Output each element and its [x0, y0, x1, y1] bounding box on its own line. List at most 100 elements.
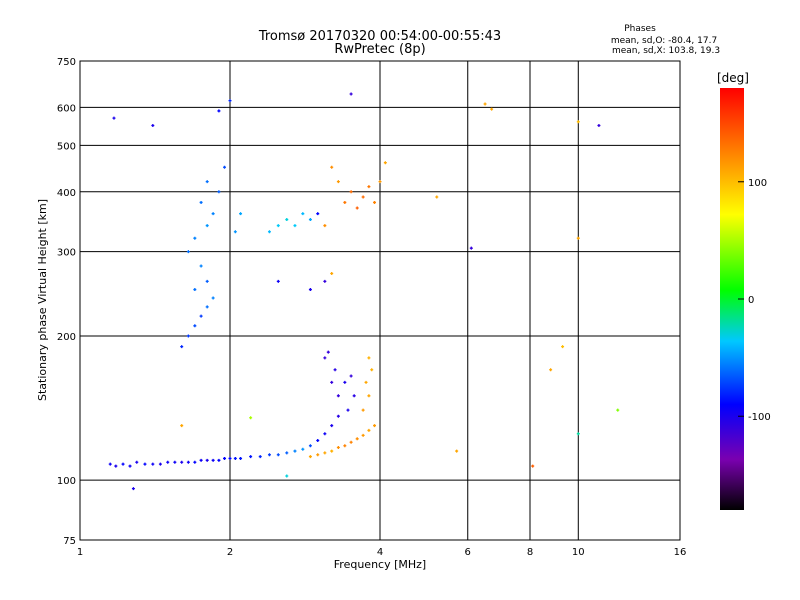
- data-point: [455, 449, 459, 453]
- data-point: [258, 455, 262, 459]
- colorbar-ticks: -100 0 100: [738, 178, 771, 423]
- data-point: [383, 161, 387, 165]
- data-point: [276, 453, 280, 457]
- data-point: [343, 444, 347, 448]
- data-point: [316, 439, 320, 442]
- data-point: [346, 408, 350, 412]
- data-point: [211, 296, 215, 300]
- data-point: [267, 453, 271, 457]
- data-point: [233, 456, 237, 460]
- data-point: [323, 224, 327, 228]
- data-point: [193, 324, 197, 328]
- data-point: [135, 460, 139, 464]
- data-point: [373, 424, 377, 428]
- chart-subtitle: RwPretec (8p): [334, 42, 425, 57]
- data-point: [131, 487, 135, 491]
- tick-layer: 1 2 4 6 8 10 16 75 100 200 300 400 500 600 750: [57, 57, 686, 558]
- y-tick-label: 100: [57, 476, 76, 487]
- data-point: [158, 462, 162, 466]
- data-point: [217, 109, 221, 113]
- data-point: [352, 394, 356, 398]
- y-tick-label: 75: [63, 536, 76, 547]
- data-point: [211, 212, 215, 216]
- colorbar-tick-label: 100: [748, 178, 767, 189]
- y-axis-label: Stationary phase Virtual Height [km]: [36, 199, 49, 401]
- data-point: [211, 458, 215, 462]
- data-points: [108, 92, 620, 491]
- data-point: [336, 394, 340, 398]
- data-point: [469, 246, 473, 250]
- y-tick-label: 600: [57, 103, 76, 114]
- data-point: [616, 408, 620, 412]
- data-point: [323, 432, 327, 436]
- data-point: [223, 456, 227, 460]
- data-point: [330, 424, 334, 428]
- data-point: [378, 180, 382, 184]
- data-point: [293, 449, 297, 453]
- x-tick-label: 2: [227, 547, 233, 558]
- plot-frame: [79, 60, 681, 541]
- data-point: [326, 350, 330, 354]
- data-point: [343, 200, 347, 204]
- data-point: [367, 394, 371, 398]
- chart-title: Tromsø 20170320 00:54:00-00:55:43: [258, 29, 501, 44]
- data-point: [193, 236, 197, 240]
- data-point: [199, 314, 203, 318]
- data-point: [121, 462, 125, 466]
- data-point: [333, 368, 337, 372]
- data-point: [223, 165, 227, 169]
- grid-layer: [80, 61, 680, 540]
- y-tick-label: 400: [57, 188, 76, 199]
- data-point: [308, 444, 312, 448]
- data-point: [233, 230, 237, 234]
- x-tick-label: 6: [465, 547, 471, 558]
- data-point: [367, 356, 371, 360]
- y-tick-label: 750: [57, 57, 76, 68]
- data-point: [323, 451, 327, 455]
- data-point: [301, 447, 305, 451]
- data-point: [151, 124, 155, 128]
- data-point: [114, 464, 118, 468]
- data-point: [199, 200, 203, 204]
- phase-info-line1: mean, sd,O: -80.4, 17.7: [611, 36, 717, 46]
- data-point: [267, 230, 271, 234]
- data-point: [205, 458, 209, 462]
- data-point: [228, 456, 232, 460]
- data-point: [435, 195, 439, 199]
- data-point: [336, 180, 340, 184]
- data-point: [531, 464, 535, 468]
- colorbar-tick-label: -100: [748, 412, 771, 423]
- data-point: [205, 180, 209, 184]
- phase-info-title: Phases: [624, 24, 656, 34]
- data-point: [285, 451, 289, 455]
- data-point: [330, 165, 334, 169]
- data-point: [355, 206, 359, 210]
- data-point: [336, 414, 340, 418]
- data-point: [186, 250, 190, 254]
- data-point: [249, 455, 253, 459]
- data-point: [373, 200, 377, 204]
- data-point: [276, 279, 280, 283]
- data-point: [316, 212, 320, 216]
- data-point: [336, 445, 340, 449]
- data-point: [173, 460, 177, 464]
- x-axis-label: Frequency [MHz]: [334, 558, 426, 571]
- data-point: [276, 224, 280, 228]
- data-point: [205, 279, 209, 283]
- data-point: [483, 102, 487, 106]
- y-tick-label: 300: [57, 248, 76, 259]
- data-point: [166, 460, 170, 464]
- data-point: [205, 305, 209, 309]
- data-point: [199, 458, 203, 462]
- data-point: [193, 288, 197, 292]
- data-point: [186, 460, 190, 464]
- data-point: [180, 424, 184, 428]
- data-point: [330, 449, 334, 453]
- data-point: [364, 380, 368, 384]
- data-point: [151, 462, 155, 466]
- data-point: [576, 236, 580, 240]
- data-point: [367, 428, 371, 432]
- data-point: [349, 190, 353, 194]
- data-point: [330, 380, 334, 384]
